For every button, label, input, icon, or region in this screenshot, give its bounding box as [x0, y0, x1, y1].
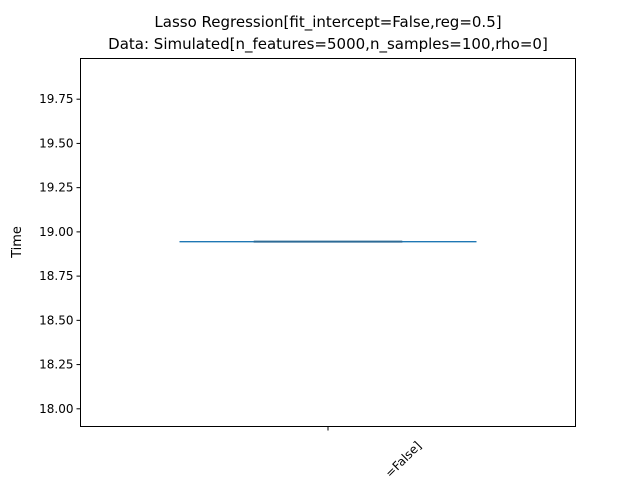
y-axis-ticks: 18.00 18.25 18.50 18.75 19.00 19.25 19.50 19.75	[39, 92, 81, 416]
y-tick-label: 18.50	[39, 313, 73, 327]
y-tick-label: 19.50	[39, 136, 73, 150]
y-tick-label: 19.25	[39, 181, 73, 195]
y-tick-label: 18.00	[39, 402, 73, 416]
y-axis-label: Time	[10, 226, 25, 259]
y-tick-label: 19.00	[39, 225, 73, 239]
x-tick-label: =False]	[383, 439, 425, 480]
y-tick-label: 18.75	[39, 269, 73, 283]
y-tick-label: 18.25	[39, 358, 73, 372]
chart-subtitle: Data: Simulated[n_features=5000,n_sample…	[108, 35, 548, 54]
chart-title: Lasso Regression[fit_intercept=False,reg…	[154, 13, 501, 32]
y-tick-label: 19.75	[39, 92, 73, 106]
x-axis-ticks: =False]	[327, 426, 425, 480]
